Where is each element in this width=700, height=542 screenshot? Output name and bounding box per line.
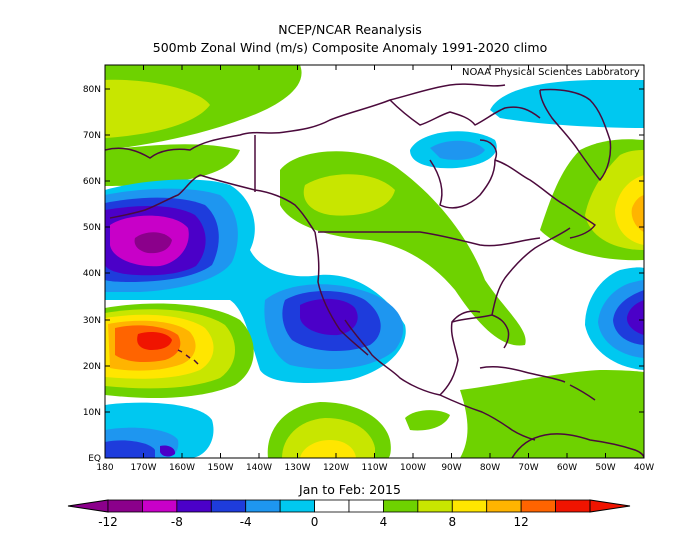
colorbar-tick-label: -12: [98, 515, 118, 529]
anomaly-zone-equatorial-east-pacific-positive-2: [282, 418, 375, 458]
colorbar-swatch: [210, 499, 247, 513]
lon-tick-label: 70W: [518, 463, 538, 473]
anomaly-zone-equatorial-pacific-negative-peak: [160, 445, 176, 457]
anomaly-zone-atlantic-positive-core: [615, 175, 644, 245]
colorbar-swatch: [486, 499, 522, 513]
anomaly-zone-tropical-atlantic-positive: [460, 370, 644, 458]
coastline-mexico-pacific: [344, 319, 441, 396]
border-canada-us: [318, 231, 541, 247]
colorbar-swatch: [417, 499, 453, 513]
anomaly-zone-north-pacific-negative-peak: [134, 232, 172, 254]
time-label: Jan to Feb: 2015: [299, 482, 401, 497]
anomaly-zone-east-atlantic-negative-core: [626, 300, 644, 335]
lon-tick-label: 40W: [634, 463, 654, 473]
anomaly-zone-sw-us-negative-core: [300, 298, 358, 336]
lat-tick-label: 70N: [83, 131, 101, 141]
anomaly-zone-caribbean-positive: [405, 410, 450, 431]
colorbar-max-arrow: [589, 499, 631, 513]
colorbar-swatch: [107, 499, 143, 513]
anomaly-zone-equatorial-east-pacific-positive-core: [300, 440, 356, 458]
coastline-us-gulf: [451, 314, 510, 349]
anomaly-zone-hudson-negative-core: [430, 140, 485, 160]
coastline-us-west: [314, 231, 369, 356]
lon-tick-label: 100W: [400, 463, 426, 473]
title-line-1: NCEP/NCAR Reanalysis: [278, 22, 422, 37]
anomaly-zone-canada-positive-core: [303, 174, 395, 216]
anomaly-zone-greenland-negative: [490, 80, 644, 128]
coastline-mexico-gulf: [439, 310, 481, 396]
coastline-greenland: [539, 88, 612, 181]
colorbar-tick-label: -8: [170, 515, 183, 529]
title-line-2: 500mb Zonal Wind (m/s) Composite Anomaly…: [152, 40, 548, 55]
colorbar-tick-label: 4: [379, 515, 388, 529]
coastline-us-east: [491, 227, 571, 316]
colorbar-swatch: [348, 499, 384, 513]
colorbar-swatch: [383, 499, 419, 513]
coastline-canadian-archipelago: [389, 99, 541, 126]
coastline-hudson-bay: [429, 139, 497, 209]
lat-tick-label: 10N: [83, 408, 101, 418]
colorbar-swatch: [176, 499, 212, 513]
lat-tick-label: 60N: [83, 177, 101, 187]
anomaly-zone-atlantic-positive-peak: [631, 195, 644, 232]
lat-tick-label: 20N: [83, 362, 101, 372]
lon-tick-label: 110W: [361, 463, 387, 473]
colorbar-min-arrow: [67, 499, 109, 513]
colorbar-swatch: [451, 499, 488, 513]
lon-tick-label: 140W: [246, 463, 272, 473]
anomaly-zone-alaska-positive: [105, 144, 240, 186]
hawaii-islands: [177, 349, 199, 365]
lat-tick-label: EQ: [88, 454, 101, 464]
coastline-alaska-west: [109, 174, 201, 219]
colorbar-swatch: [245, 499, 281, 513]
coastline-alaska-south: [199, 174, 316, 233]
anomaly-zone-subtropical-pacific-positive-core: [137, 332, 172, 350]
coastline-cuba: [479, 366, 566, 383]
coastline-caribbean-islands: [569, 384, 596, 401]
lon-tick-label: 180: [96, 463, 113, 473]
coastline-labrador: [494, 159, 596, 239]
colorbar-tick-label: 12: [513, 515, 529, 529]
colorbar: [67, 499, 631, 513]
colorbar-tick-label: -4: [239, 515, 252, 529]
lat-tick-label: 50N: [83, 223, 101, 233]
lon-tick-label: 90W: [441, 463, 461, 473]
lon-tick-label: 130W: [284, 463, 310, 473]
colorbar-tick-label: 0: [310, 515, 319, 529]
map-field: [105, 65, 644, 458]
colorbar-swatch: [279, 499, 315, 513]
lat-tick-label: 80N: [83, 85, 101, 95]
coastline-central-america: [439, 394, 536, 441]
colorbar-swatch: [142, 499, 178, 513]
lon-tick-label: 80W: [480, 463, 500, 473]
lon-tick-label: 120W: [323, 463, 349, 473]
coastlines: [105, 83, 644, 458]
colorbar-swatch: [555, 499, 591, 513]
lon-tick-label: 160W: [169, 463, 195, 473]
lon-tick-label: 170W: [130, 463, 156, 473]
lon-tick-label: 150W: [207, 463, 233, 473]
anomaly-zone-equatorial-pacific-negative-core: [105, 440, 155, 458]
colorbar-swatch: [520, 499, 556, 513]
lon-tick-label: 60W: [557, 463, 577, 473]
credit-label: NOAA Physical Sciences Laboratory: [462, 67, 640, 78]
colorbar-swatch: [314, 499, 350, 513]
anomaly-zone-arctic-positive-core: [105, 79, 210, 138]
lat-tick-label: 40N: [83, 269, 101, 279]
lat-tick-label: 30N: [83, 316, 101, 326]
colorbar-tick-label: 8: [448, 515, 457, 529]
lon-tick-label: 50W: [595, 463, 615, 473]
coastline-south-america: [511, 433, 644, 458]
coastline-alaska-arctic: [105, 83, 506, 159]
